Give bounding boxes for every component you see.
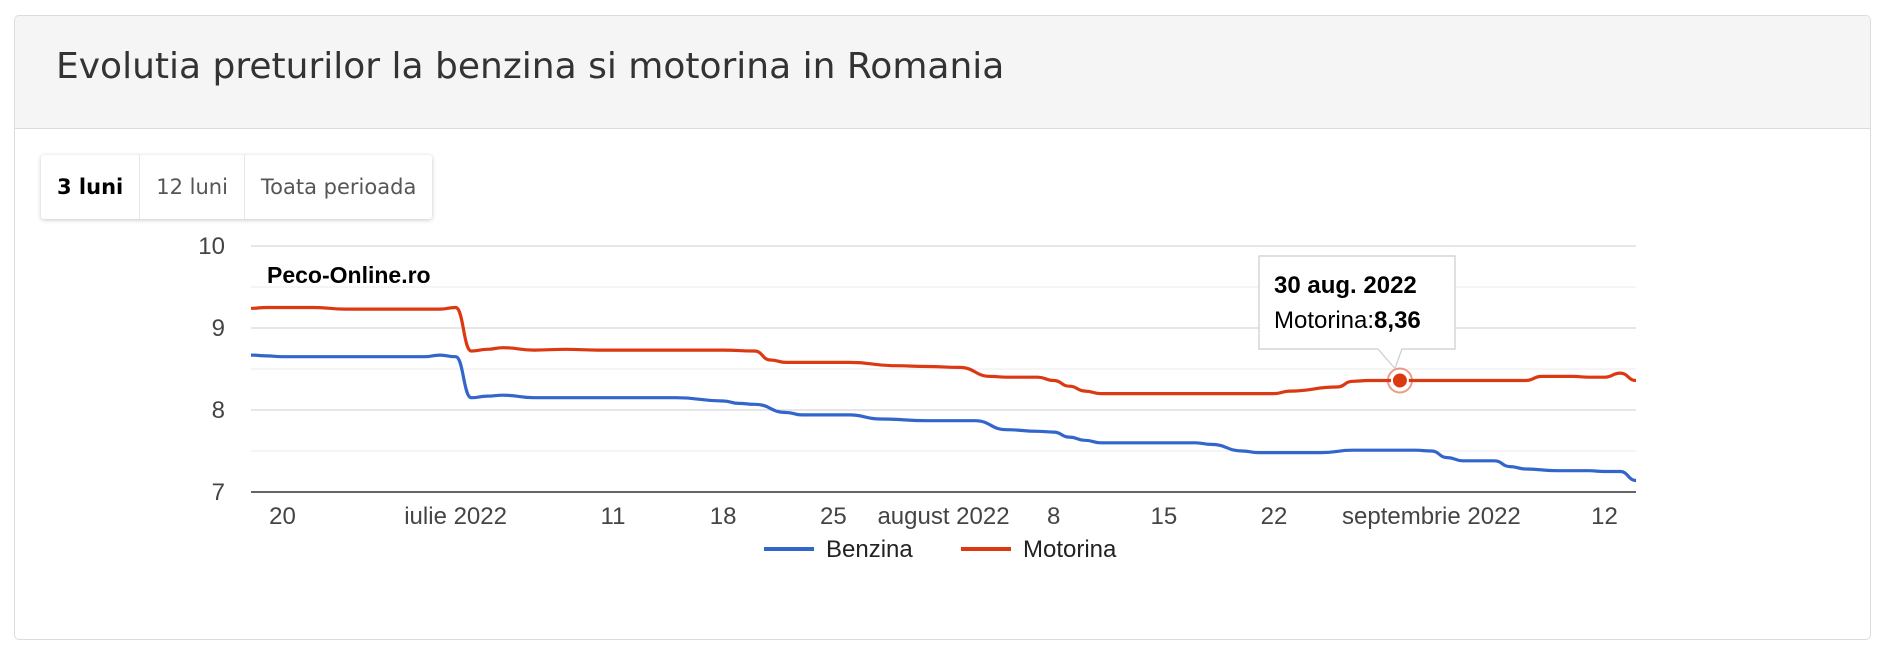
range-button-all-time[interactable]: Toata perioada bbox=[260, 175, 417, 199]
panel-heading: Evolutia preturilor la benzina si motori… bbox=[15, 16, 1870, 129]
x-tick-label: 12 bbox=[1591, 503, 1618, 530]
x-tick-label: 20 bbox=[269, 503, 296, 530]
x-tick-label: iulie 2022 bbox=[404, 503, 507, 530]
range-button-12-months[interactable]: 12 luni bbox=[140, 155, 245, 219]
series-line-benzina bbox=[250, 353, 1637, 483]
tooltip-date: 30 aug. 2022 bbox=[1274, 272, 1417, 299]
x-tick-label: august 2022 bbox=[877, 503, 1009, 530]
x-tick-label: 15 bbox=[1150, 503, 1177, 530]
range-button-3-months[interactable]: 3 luni bbox=[41, 155, 141, 219]
panel-title: Evolutia preturilor la benzina si motori… bbox=[56, 46, 1005, 87]
y-tick-label: 7 bbox=[212, 479, 225, 506]
chart-legend: Benzina Motorina bbox=[764, 536, 1117, 563]
chart-tooltip: 30 aug. 2022 Motorina: 8,36 bbox=[1258, 255, 1456, 394]
x-tick-label: 25 bbox=[820, 503, 847, 530]
x-tick-label: septembrie 2022 bbox=[1342, 503, 1521, 530]
range-selector: 3 luni 12 luni Toata perioada bbox=[41, 155, 433, 219]
y-tick-label: 10 bbox=[198, 233, 225, 260]
tooltip-value: 8,36 bbox=[1374, 307, 1421, 334]
tooltip-box bbox=[1258, 255, 1456, 370]
series bbox=[250, 305, 1637, 483]
y-axis: 7 8 9 10 bbox=[198, 233, 225, 506]
x-axis: 20 iulie 2022 11 18 25 august 2022 8 15 22 septem… bbox=[269, 503, 1618, 530]
highlight-halo bbox=[1386, 367, 1413, 394]
x-tick-label: 22 bbox=[1261, 503, 1288, 530]
highlight-point bbox=[1390, 371, 1409, 390]
x-tick-label: 18 bbox=[710, 503, 737, 530]
series-line-motorina bbox=[250, 305, 1637, 396]
x-tick-label: 8 bbox=[1047, 503, 1060, 530]
legend-label-motorina: Motorina bbox=[1023, 536, 1117, 563]
y-tick-label: 9 bbox=[212, 315, 225, 342]
legend-label-benzina: Benzina bbox=[826, 536, 913, 563]
chart-watermark: Peco-Online.ro bbox=[267, 262, 431, 288]
x-tick-label: 11 bbox=[601, 503, 626, 530]
tooltip-series-label: Motorina: bbox=[1274, 307, 1374, 334]
y-tick-label: 8 bbox=[212, 397, 225, 424]
